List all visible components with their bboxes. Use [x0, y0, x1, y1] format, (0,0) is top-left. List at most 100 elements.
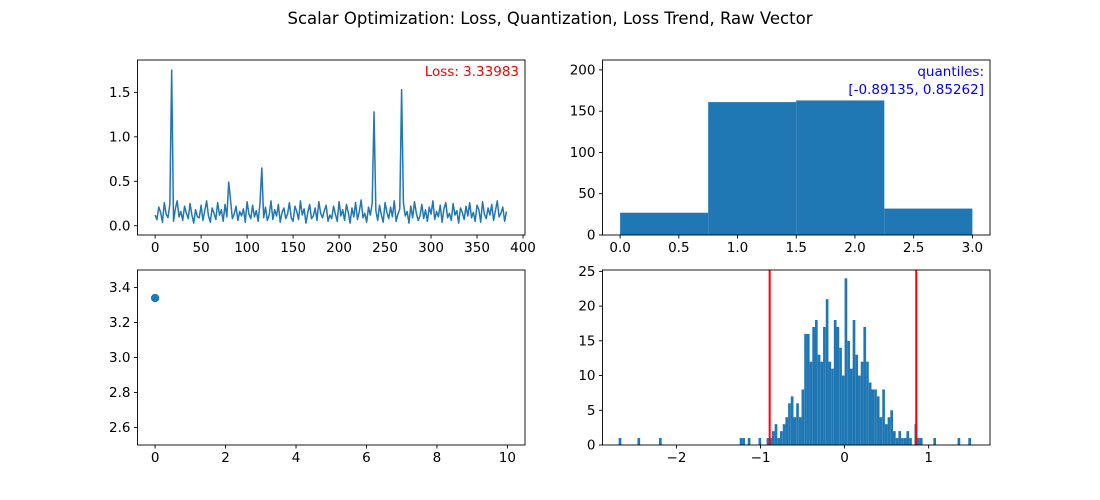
hist-bar	[849, 368, 853, 445]
series-line	[154, 69, 508, 224]
hist-bar	[839, 347, 842, 445]
hist-bar	[814, 320, 818, 445]
x-tick-label: 8	[433, 450, 442, 466]
axes-frame	[602, 269, 991, 446]
hist-bar	[806, 333, 810, 445]
hist-bar	[841, 375, 845, 445]
hist-bar	[901, 438, 904, 445]
hist-bar	[957, 438, 961, 445]
quantization-histogram: 0.0 0.5 1.0 1.5 2.0 2.5 3.0 0 50 100 150 200 quantil…	[570, 59, 991, 256]
hist-bar	[892, 431, 896, 445]
x-tick-label: 6	[362, 450, 371, 466]
hist-bar	[780, 431, 783, 445]
hist-bar	[804, 333, 807, 445]
y-tick-label: 2.6	[109, 420, 130, 436]
hist-bar	[823, 326, 826, 445]
y-tick-label: 25	[578, 264, 595, 280]
y-tick-label: 50	[578, 186, 595, 202]
y-tick-label: 1.5	[109, 85, 130, 101]
y-tick-label: 3.4	[109, 280, 130, 296]
loss-trend-plot: 0 2 4 6 8 10 2.6 2.8 3.0 3.2 3.4	[109, 269, 526, 466]
x-tick-label: −1	[751, 450, 771, 466]
hist-bar	[658, 438, 662, 445]
hist-bar	[855, 354, 859, 445]
hist-bar	[828, 361, 832, 445]
y-tick-label: 0.5	[109, 174, 130, 190]
hist-bar	[860, 361, 864, 445]
x-tick-label: 2.0	[844, 240, 865, 256]
hist-bar	[817, 354, 821, 445]
axes-frame	[137, 59, 526, 236]
hist-bar	[833, 320, 837, 445]
hist-bar	[774, 424, 778, 445]
annotation-line: [-0.89135, 0.85262]	[848, 82, 984, 98]
annotation: Loss: 3.33983	[425, 64, 519, 80]
x-tick-label: 150	[280, 240, 306, 256]
hist-bar	[919, 438, 923, 445]
hist-bar	[747, 438, 751, 445]
hist-bar	[852, 320, 856, 445]
x-axis: 0.0 0.5 1.0 1.5 2.0 2.5 3.0	[609, 235, 983, 256]
x-tick-label: 1	[924, 450, 933, 466]
hist-bar	[708, 102, 797, 235]
hist-bar	[798, 417, 802, 445]
hist-bar	[782, 424, 786, 445]
hist-bar	[620, 212, 709, 235]
hist-bar	[884, 208, 973, 235]
x-tick-label: 400	[510, 240, 536, 256]
x-tick-label: 350	[464, 240, 490, 256]
hist-bar	[858, 375, 861, 445]
y-tick-label: 2.8	[109, 385, 130, 401]
y-tick-label: 150	[570, 104, 596, 120]
hist-bar	[898, 431, 902, 445]
y-tick-label: 5	[587, 403, 596, 419]
y-tick-label: 3.0	[109, 350, 130, 366]
hist-bar	[766, 438, 770, 445]
hist-bar	[871, 389, 875, 445]
hist-bars	[618, 278, 972, 445]
hist-bars	[620, 100, 973, 235]
hist-bar	[879, 417, 883, 445]
x-axis: 0 50 100 150 200 250 300 350 400	[151, 235, 536, 256]
hist-bar	[812, 326, 815, 445]
x-tick-label: 2	[221, 450, 230, 466]
x-tick-label: 0.0	[609, 240, 630, 256]
hist-bar	[884, 424, 888, 445]
x-tick-label: 100	[234, 240, 260, 256]
x-tick-label: 3.0	[962, 240, 983, 256]
x-tick-label: 0	[151, 450, 160, 466]
x-tick-label: 0	[840, 450, 849, 466]
y-tick-label: 15	[578, 333, 595, 349]
annotation-line: Loss: 3.33983	[425, 64, 519, 80]
hist-bar	[876, 396, 880, 445]
hist-bar	[777, 438, 781, 445]
hist-bar	[809, 361, 813, 445]
x-tick-label: 4	[292, 450, 301, 466]
hist-bar	[796, 403, 799, 445]
figure-title: Scalar Optimization: Loss, Quantization,…	[287, 9, 813, 28]
hist-bar	[790, 396, 794, 445]
y-tick-label: 200	[570, 62, 596, 78]
y-axis: 0 5 10 15 20 25	[578, 264, 603, 454]
hist-bar	[887, 417, 891, 445]
hist-bar	[637, 438, 641, 445]
hist-bar	[863, 326, 867, 445]
hist-bar	[906, 431, 910, 445]
x-tick-label: 0.5	[668, 240, 689, 256]
hist-bar	[903, 438, 907, 445]
x-tick-label: 1.0	[727, 240, 748, 256]
annotation-line: quantiles:	[917, 64, 984, 80]
x-tick-label: 250	[372, 240, 398, 256]
x-tick-label: 50	[193, 240, 210, 256]
x-tick-label: 300	[418, 240, 444, 256]
y-tick-label: 0	[587, 438, 596, 454]
hist-bar	[742, 438, 746, 445]
hist-bar	[844, 278, 848, 445]
hist-bar	[917, 438, 920, 445]
hist-bar	[739, 438, 743, 445]
hist-bar	[820, 361, 824, 445]
y-axis: 0 50 100 150 200	[570, 62, 603, 244]
scatter-point	[150, 293, 160, 303]
